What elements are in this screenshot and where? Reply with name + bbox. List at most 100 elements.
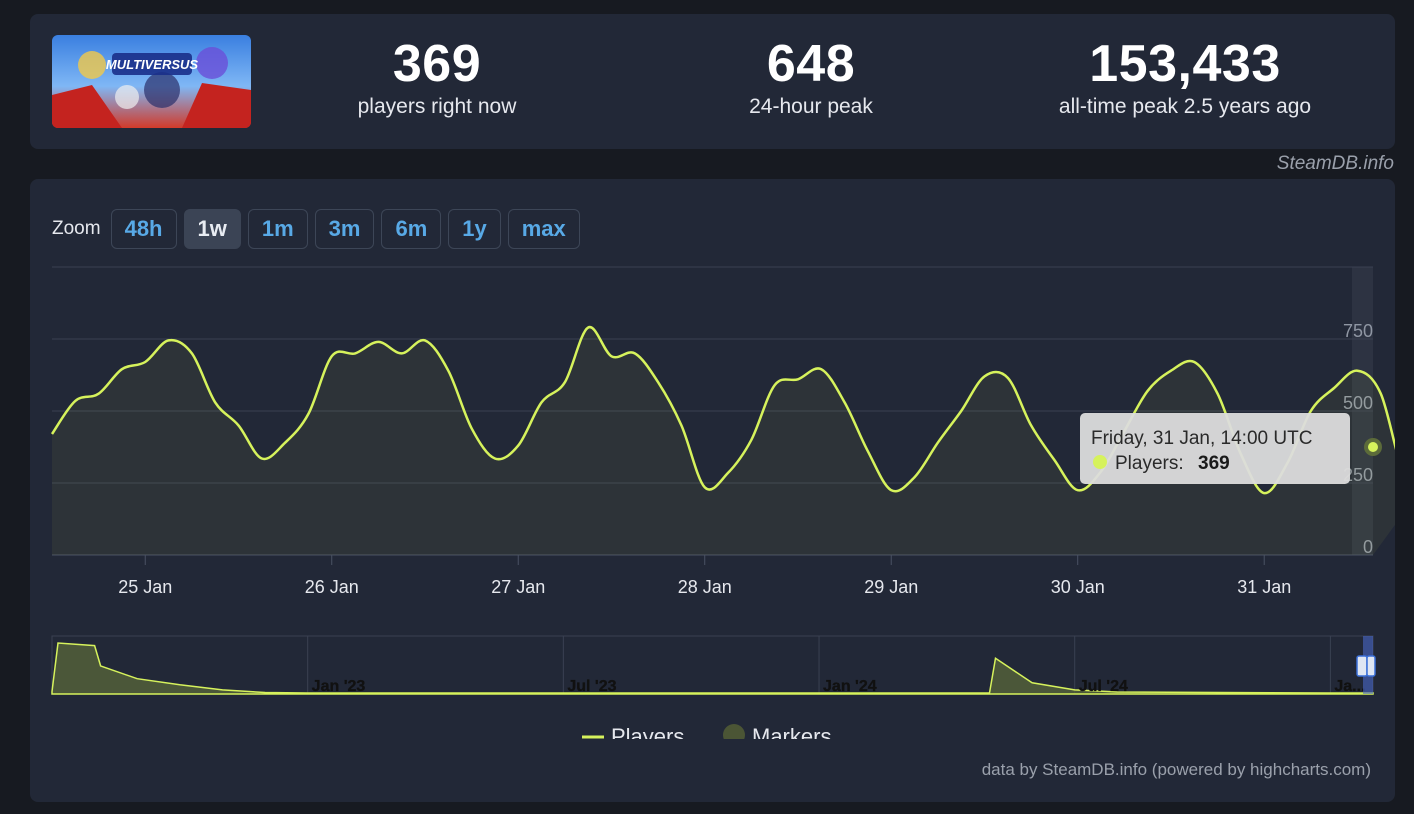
data-point bbox=[447, 369, 449, 371]
tooltip-box bbox=[1080, 413, 1350, 484]
stat-value: 648 bbox=[766, 35, 856, 93]
data-point bbox=[704, 486, 706, 488]
data-point bbox=[587, 326, 589, 328]
data-point bbox=[867, 450, 869, 452]
players-line[interactable] bbox=[50, 326, 1395, 495]
stat-24h-peak: 648 24-hour peak bbox=[631, 34, 991, 120]
x-tick-label: 29 Jan bbox=[864, 577, 918, 597]
chart-panel: Zoom 48h 1w 1m 3m 6m 1y max 0 250 500 750 2… bbox=[30, 179, 1395, 802]
data-point bbox=[424, 339, 426, 341]
tooltip-series-dot bbox=[1093, 455, 1107, 469]
y-tick-label: 500 bbox=[1343, 393, 1373, 413]
legend-markers-swatch bbox=[723, 724, 745, 739]
y-axis: 0 250 500 750 bbox=[1343, 321, 1373, 557]
stat-label: players right now bbox=[357, 95, 517, 118]
data-point bbox=[1030, 424, 1032, 426]
player-count-chart[interactable]: 0 250 500 750 25 Jan 26 Jan 27 Jan 28 Jan 29 Ja… bbox=[30, 179, 1395, 739]
data-point bbox=[913, 476, 915, 478]
zoom-3m-button[interactable]: 3m bbox=[314, 209, 375, 249]
data-point bbox=[1216, 393, 1218, 395]
data-point bbox=[797, 378, 799, 380]
legend-item-players[interactable]: Players bbox=[582, 724, 684, 739]
data-point bbox=[51, 433, 53, 435]
x-axis: 25 Jan 26 Jan 27 Jan 28 Jan 29 Jan 30 Jan 31 J… bbox=[118, 555, 1291, 597]
data-point bbox=[820, 368, 822, 370]
data-point bbox=[1380, 393, 1382, 395]
data-point bbox=[890, 489, 892, 491]
game-thumbnail[interactable]: MULTIVERSUS bbox=[52, 35, 251, 128]
data-point bbox=[1007, 377, 1009, 379]
x-tick-label: 26 Jan bbox=[305, 577, 359, 597]
data-point bbox=[237, 424, 239, 426]
data-point bbox=[284, 441, 286, 443]
navigator-tick-label: Jul '23 bbox=[567, 678, 616, 695]
navigator-series bbox=[51, 642, 1374, 695]
stats-panel: MULTIVERSUS 369 players right now 648 24… bbox=[30, 14, 1395, 149]
data-point bbox=[1053, 459, 1055, 461]
data-point bbox=[773, 384, 775, 386]
data-point bbox=[214, 401, 216, 403]
legend-item-markers[interactable]: Markers bbox=[723, 724, 831, 739]
zoom-toolbar: Zoom 48h 1w 1m 3m 6m 1y max bbox=[52, 208, 587, 250]
zoom-1w-button[interactable]: 1w bbox=[183, 209, 241, 249]
tooltip-date: Friday, 31 Jan, 14:00 UTC bbox=[1091, 428, 1312, 449]
data-point bbox=[1310, 410, 1312, 412]
stat-label: all-time peak 2.5 years ago bbox=[1058, 95, 1312, 118]
data-point bbox=[470, 427, 472, 429]
navigator-tick-label: Ja... bbox=[1334, 678, 1365, 695]
y-tick-label: 250 bbox=[1343, 465, 1373, 485]
data-point bbox=[1077, 489, 1079, 491]
navigator-handle[interactable] bbox=[1356, 655, 1368, 677]
x-tick-label: 25 Jan bbox=[118, 577, 172, 597]
data-point bbox=[540, 401, 542, 403]
zoom-1y-button[interactable]: 1y bbox=[448, 209, 501, 249]
data-point bbox=[74, 400, 76, 402]
chart-tooltip: Friday, 31 Jan, 14:00 UTC Players: 369 bbox=[1080, 413, 1350, 484]
data-point bbox=[843, 401, 845, 403]
chart-legend: Players Markers bbox=[582, 724, 831, 739]
data-point bbox=[1263, 492, 1265, 494]
legend-markers-label: Markers bbox=[752, 724, 831, 739]
data-point bbox=[564, 381, 566, 383]
navigator-grid bbox=[307, 636, 1331, 694]
steamdb-credit[interactable]: SteamDB.info bbox=[1276, 153, 1394, 174]
data-point bbox=[1193, 361, 1195, 363]
chart-footer-credit[interactable]: data by SteamDB.info (powered by highcha… bbox=[981, 760, 1371, 779]
data-point bbox=[657, 381, 659, 383]
zoom-1m-button[interactable]: 1m bbox=[247, 209, 308, 249]
x-tick-label: 27 Jan bbox=[491, 577, 545, 597]
stat-value: 153,433 bbox=[1089, 35, 1281, 93]
data-point bbox=[1356, 369, 1358, 371]
zoom-6m-button[interactable]: 6m bbox=[381, 209, 442, 249]
data-point bbox=[331, 355, 333, 357]
data-point bbox=[1170, 369, 1172, 371]
navigator-handle-right[interactable] bbox=[1366, 655, 1376, 677]
data-point bbox=[144, 361, 146, 363]
data-point bbox=[727, 472, 729, 474]
navigator-tick-label: Jul '24 bbox=[1079, 678, 1128, 695]
data-point bbox=[167, 339, 169, 341]
data-point bbox=[680, 424, 682, 426]
x-tick-label: 28 Jan bbox=[678, 577, 732, 597]
stat-current-players: 369 players right now bbox=[257, 34, 617, 120]
data-point bbox=[121, 368, 123, 370]
zoom-max-button[interactable]: max bbox=[507, 209, 580, 249]
tooltip-value: 369 bbox=[1198, 453, 1230, 474]
data-point bbox=[354, 352, 356, 354]
hover-point bbox=[1368, 442, 1378, 452]
data-point bbox=[400, 352, 402, 354]
data-point bbox=[1333, 387, 1335, 389]
x-tick-label: 31 Jan bbox=[1237, 577, 1291, 597]
data-point bbox=[960, 410, 962, 412]
x-tick-label: 30 Jan bbox=[1051, 577, 1105, 597]
zoom-48h-button[interactable]: 48h bbox=[110, 209, 177, 249]
legend-players-label: Players bbox=[611, 724, 684, 739]
y-tick-label: 750 bbox=[1343, 321, 1373, 341]
data-point bbox=[750, 439, 752, 441]
navigator[interactable]: Jan '23 Jul '23 Jan '24 Jul '24 Ja... bbox=[51, 635, 1376, 695]
tooltip-series-label: Players: bbox=[1115, 453, 1184, 474]
game-thumbnail-art: MULTIVERSUS bbox=[52, 35, 251, 128]
zoom-label: Zoom bbox=[52, 218, 101, 239]
data-point bbox=[1146, 390, 1148, 392]
data-point bbox=[191, 352, 193, 354]
